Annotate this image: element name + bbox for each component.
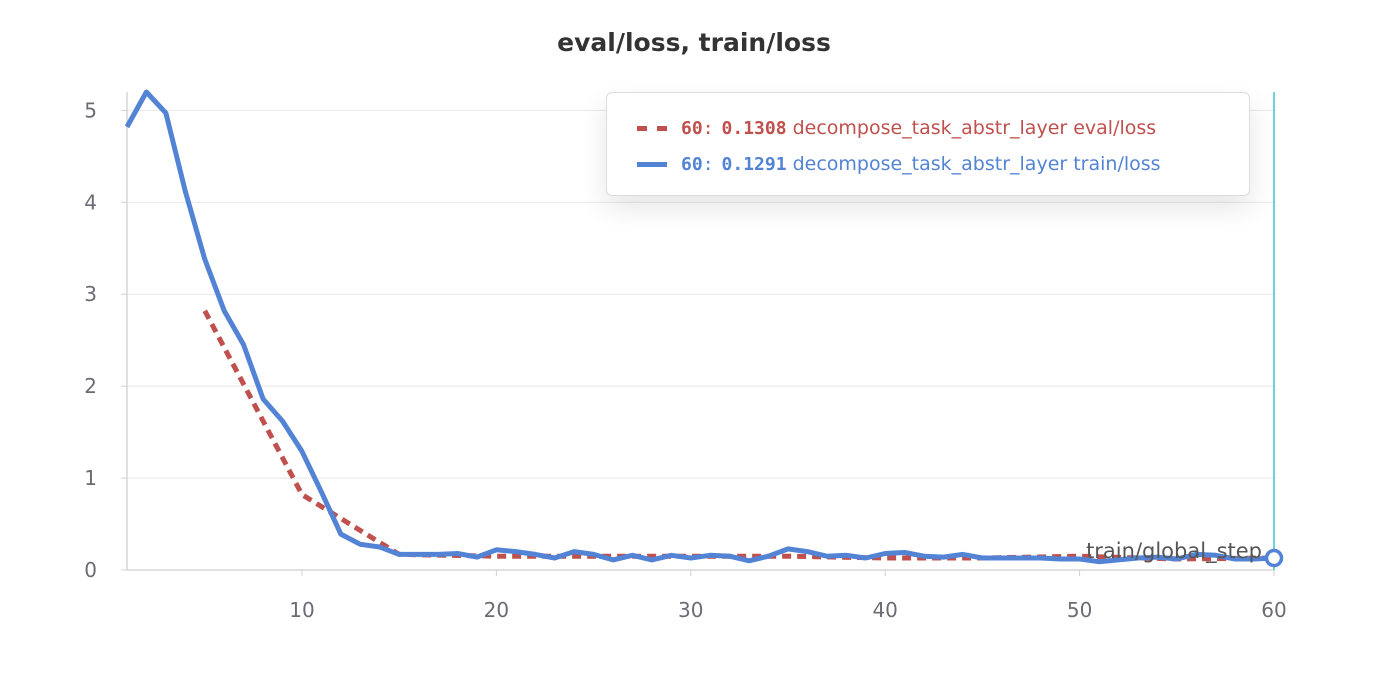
legend-value-eval: 0.1308 (721, 117, 787, 139)
x-tick-label: 20 (484, 598, 509, 622)
legend-name-eval: decompose_task_abstr_layer eval/loss (792, 117, 1157, 139)
y-tick-label: 4 (84, 190, 97, 214)
legend-separator: : (702, 117, 714, 139)
legend-item-eval: 60:0.1308 decompose_task_abstr_layer eval… (637, 113, 1156, 143)
y-tick-label: 3 (84, 282, 97, 306)
legend-step: 60 (681, 153, 703, 175)
y-tick-label: 1 (84, 466, 97, 490)
legend-name-train: decompose_task_abstr_layer train/loss (792, 153, 1161, 175)
legend-swatch-eval (637, 125, 667, 131)
gridlines (127, 109, 1274, 479)
legend-separator: : (702, 153, 714, 175)
x-tick-labels: 10 20 30 40 50 60 (289, 598, 1286, 622)
series-line-train[interactable] (124, 89, 1275, 565)
x-axis-label: train/global_step (1086, 539, 1262, 564)
legend-value-train: 0.1291 (721, 153, 787, 175)
legend-item-train: 60:0.1291 decompose_task_abstr_layer trai… (637, 149, 1161, 179)
y-tick-label: 0 (84, 558, 97, 582)
x-tick-label: 10 (289, 598, 314, 622)
x-tick-label: 30 (678, 598, 703, 622)
legend-step: 60 (681, 117, 703, 139)
hover-marker (1264, 548, 1284, 568)
x-tick-label: 40 (872, 598, 897, 622)
x-tick-label: 50 (1067, 598, 1092, 622)
chart-title: eval/loss, train/loss (557, 28, 831, 57)
y-tick-labels: 0 1 2 3 4 5 (84, 98, 97, 582)
legend-swatch-train (637, 161, 667, 167)
series-layer (124, 89, 1275, 565)
y-tick-label: 5 (84, 98, 97, 122)
axes (121, 92, 1275, 576)
legend: 60:0.1308 decompose_task_abstr_layer eval… (606, 92, 1250, 196)
x-tick-label: 60 (1261, 598, 1286, 622)
y-tick-label: 2 (84, 374, 97, 398)
series-line-eval[interactable] (202, 309, 1275, 562)
